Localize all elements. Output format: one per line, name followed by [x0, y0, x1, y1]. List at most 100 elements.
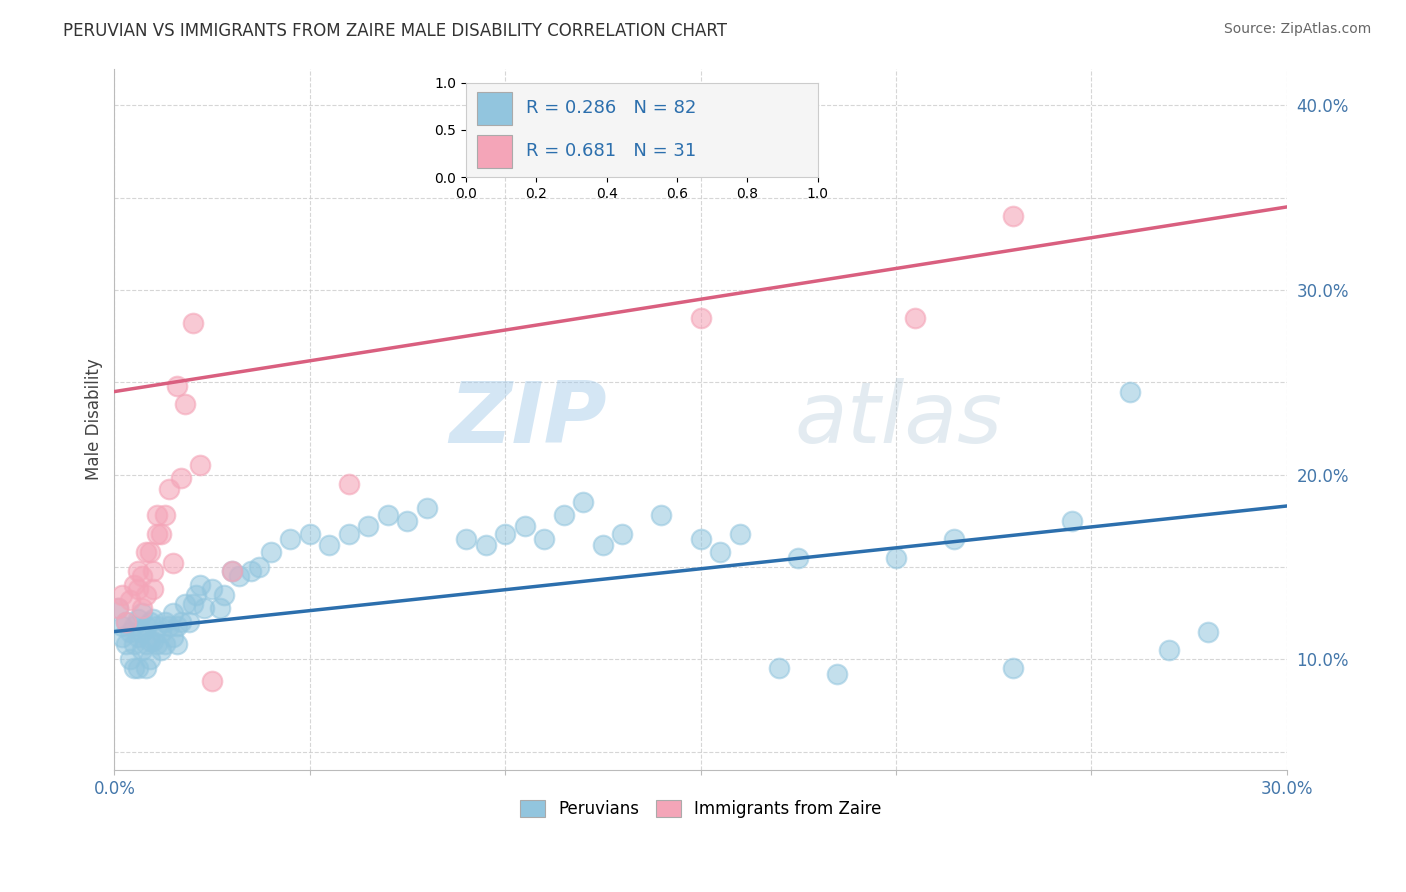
- Point: [122, 638, 145, 652]
- Point: [943, 533, 966, 547]
- Point: [146, 638, 169, 652]
- Point: [186, 588, 208, 602]
- Point: [122, 619, 145, 633]
- Point: [190, 578, 212, 592]
- Point: [416, 500, 439, 515]
- Point: [150, 643, 173, 657]
- Point: [150, 526, 173, 541]
- Point: [166, 638, 188, 652]
- Point: [115, 615, 138, 630]
- Point: [118, 624, 141, 639]
- Point: [181, 597, 204, 611]
- Point: [1119, 384, 1142, 399]
- Point: [592, 538, 614, 552]
- Point: [118, 652, 141, 666]
- Point: [131, 643, 153, 657]
- Point: [115, 638, 138, 652]
- Point: [377, 508, 399, 523]
- Legend: Peruvians, Immigrants from Zaire: Peruvians, Immigrants from Zaire: [513, 793, 889, 825]
- Point: [396, 514, 419, 528]
- Point: [247, 560, 270, 574]
- Point: [173, 397, 195, 411]
- Point: [884, 550, 907, 565]
- Point: [768, 661, 790, 675]
- Point: [146, 508, 169, 523]
- Point: [138, 652, 160, 666]
- Point: [111, 630, 134, 644]
- Point: [155, 638, 177, 652]
- Point: [127, 630, 149, 644]
- Point: [689, 310, 711, 325]
- Point: [155, 508, 177, 523]
- Point: [138, 545, 160, 559]
- Point: [260, 545, 283, 559]
- Point: [142, 612, 165, 626]
- Point: [318, 538, 340, 552]
- Point: [454, 533, 477, 547]
- Point: [190, 458, 212, 473]
- Point: [278, 533, 301, 547]
- Point: [298, 526, 321, 541]
- Point: [155, 615, 177, 630]
- Point: [146, 526, 169, 541]
- Point: [533, 533, 555, 547]
- Point: [572, 495, 595, 509]
- Point: [474, 538, 496, 552]
- Point: [142, 582, 165, 596]
- Point: [650, 508, 672, 523]
- Point: [1002, 661, 1025, 675]
- Point: [173, 597, 195, 611]
- Point: [240, 564, 263, 578]
- Point: [135, 588, 157, 602]
- Text: atlas: atlas: [794, 377, 1002, 461]
- Point: [904, 310, 927, 325]
- Point: [162, 630, 184, 644]
- Point: [146, 619, 169, 633]
- Text: Source: ZipAtlas.com: Source: ZipAtlas.com: [1223, 22, 1371, 37]
- Point: [127, 582, 149, 596]
- Point: [181, 316, 204, 330]
- Point: [122, 578, 145, 592]
- Point: [138, 615, 160, 630]
- Point: [553, 508, 575, 523]
- Text: PERUVIAN VS IMMIGRANTS FROM ZAIRE MALE DISABILITY CORRELATION CHART: PERUVIAN VS IMMIGRANTS FROM ZAIRE MALE D…: [63, 22, 727, 40]
- Point: [127, 612, 149, 626]
- Point: [612, 526, 634, 541]
- Point: [150, 624, 173, 639]
- Point: [107, 600, 129, 615]
- Point: [494, 526, 516, 541]
- Point: [118, 593, 141, 607]
- Point: [1159, 643, 1181, 657]
- Point: [612, 153, 634, 168]
- Point: [157, 619, 180, 633]
- Point: [111, 588, 134, 602]
- Point: [201, 582, 224, 596]
- Point: [689, 533, 711, 547]
- Point: [513, 519, 536, 533]
- Point: [357, 519, 380, 533]
- Point: [131, 624, 153, 639]
- Point: [162, 556, 184, 570]
- Point: [135, 545, 157, 559]
- Point: [228, 569, 250, 583]
- Point: [1197, 624, 1219, 639]
- Point: [201, 674, 224, 689]
- Point: [135, 661, 157, 675]
- Point: [162, 606, 184, 620]
- Point: [337, 476, 360, 491]
- Point: [709, 545, 731, 559]
- Point: [127, 661, 149, 675]
- Point: [107, 600, 129, 615]
- Point: [1060, 514, 1083, 528]
- Point: [122, 661, 145, 675]
- Point: [193, 600, 215, 615]
- Point: [212, 588, 235, 602]
- Point: [127, 564, 149, 578]
- Point: [115, 615, 138, 630]
- Point: [157, 483, 180, 497]
- Point: [221, 564, 243, 578]
- Text: ZIP: ZIP: [449, 377, 607, 461]
- Point: [135, 619, 157, 633]
- Point: [142, 564, 165, 578]
- Point: [142, 633, 165, 648]
